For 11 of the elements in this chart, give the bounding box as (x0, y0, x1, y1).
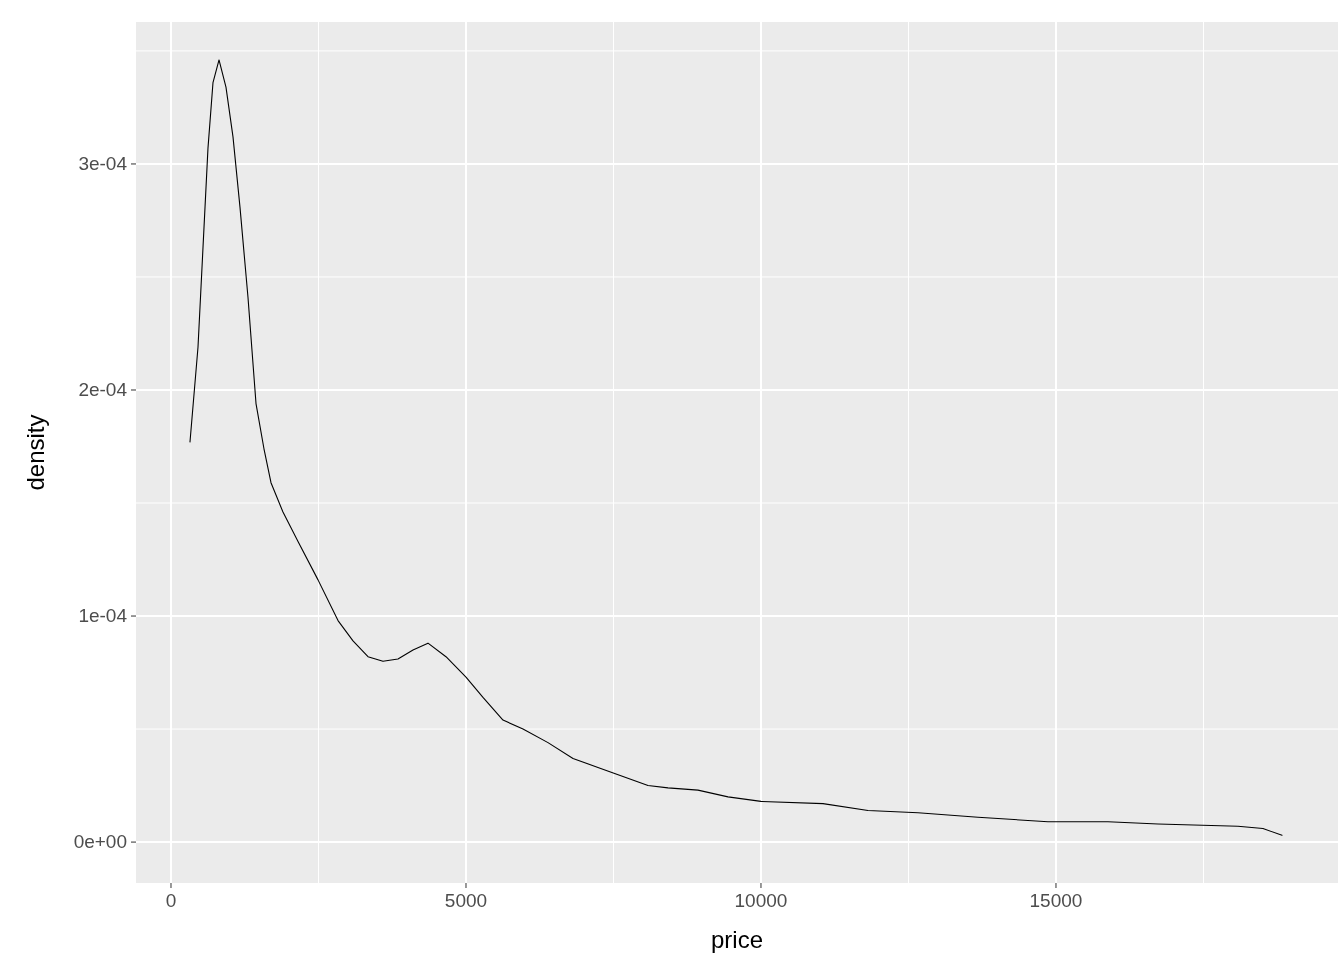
y-axis-title: density (22, 414, 49, 491)
x-tick-label: 5000 (444, 890, 488, 911)
x-tick-label: 15000 (1029, 890, 1083, 911)
x-tick-label: 10000 (734, 890, 788, 911)
x-axis-title: price (710, 926, 764, 953)
y-tick-label: 0e+00 (73, 831, 127, 853)
y-tick-label: 2e-04 (78, 379, 128, 400)
x-tick-label: 0 (165, 890, 177, 911)
y-tick-label: 3e-04 (78, 152, 128, 174)
y-tick-label: 1e-04 (78, 605, 128, 627)
line-series (189, 59, 1283, 836)
